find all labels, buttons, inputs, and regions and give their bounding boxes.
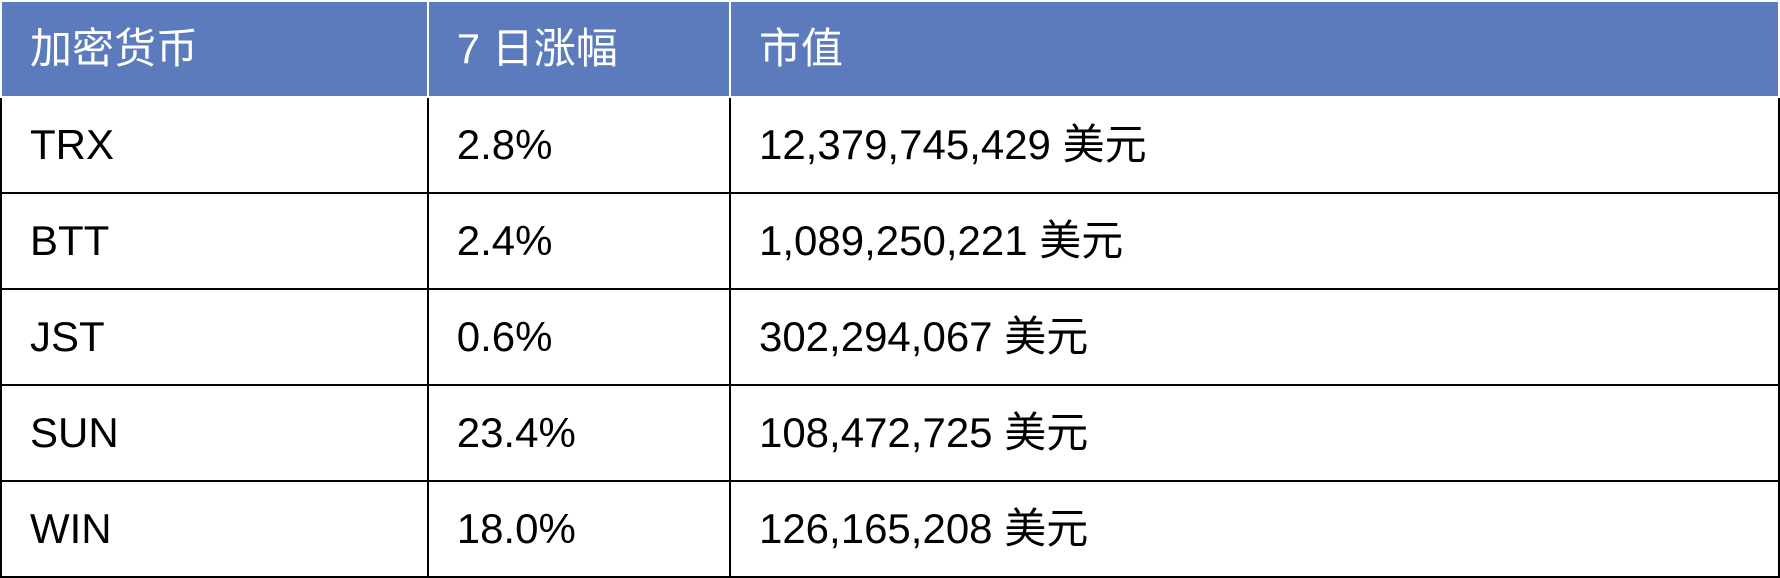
cell-crypto: SUN [1, 385, 428, 481]
cell-marketcap: 12,379,745,429 美元 [730, 97, 1779, 193]
table-row: TRX 2.8% 12,379,745,429 美元 [1, 97, 1779, 193]
cell-crypto: WIN [1, 481, 428, 577]
cell-change: 2.4% [428, 193, 730, 289]
table-row: JST 0.6% 302,294,067 美元 [1, 289, 1779, 385]
cell-change: 2.8% [428, 97, 730, 193]
cell-marketcap: 126,165,208 美元 [730, 481, 1779, 577]
cell-change: 18.0% [428, 481, 730, 577]
cell-marketcap: 302,294,067 美元 [730, 289, 1779, 385]
cell-crypto: TRX [1, 97, 428, 193]
column-header-crypto: 加密货币 [1, 1, 428, 97]
table-row: SUN 23.4% 108,472,725 美元 [1, 385, 1779, 481]
table-row: BTT 2.4% 1,089,250,221 美元 [1, 193, 1779, 289]
crypto-table: 加密货币 7 日涨幅 市值 TRX 2.8% 12,379,745,429 美元… [0, 0, 1780, 578]
cell-change: 23.4% [428, 385, 730, 481]
table-row: WIN 18.0% 126,165,208 美元 [1, 481, 1779, 577]
cell-crypto: BTT [1, 193, 428, 289]
column-header-marketcap: 市值 [730, 1, 1779, 97]
cell-marketcap: 108,472,725 美元 [730, 385, 1779, 481]
column-header-change: 7 日涨幅 [428, 1, 730, 97]
table-header-row: 加密货币 7 日涨幅 市值 [1, 1, 1779, 97]
cell-change: 0.6% [428, 289, 730, 385]
cell-marketcap: 1,089,250,221 美元 [730, 193, 1779, 289]
cell-crypto: JST [1, 289, 428, 385]
